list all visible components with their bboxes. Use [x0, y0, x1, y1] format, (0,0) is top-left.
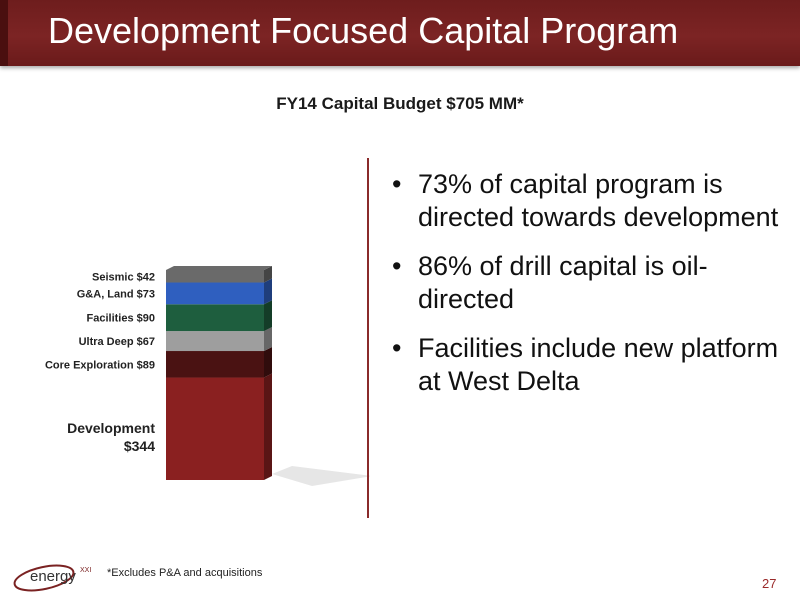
bullet-text: 86% of drill capital is oil-directed [418, 251, 708, 314]
bullet-text: 73% of capital program is directed towar… [418, 169, 779, 232]
footnote: *Excludes P&A and acquisitions [107, 567, 263, 579]
data-label-development: Development [67, 420, 155, 436]
page-number: 27 [762, 576, 777, 591]
bar-segment-seismic [166, 270, 264, 283]
bullet-dot-icon: • [392, 169, 402, 199]
bullet-text: Facilities include new platform at West … [418, 333, 779, 396]
header-accent [0, 0, 8, 66]
bar-segment-side-core-exploration [264, 347, 272, 378]
bullet-item: • 86% of drill capital is oil-directed [388, 250, 788, 316]
data-label-g-a-land: G&A, Land $73 [77, 288, 155, 300]
slide-header: Development Focused Capital Program [0, 0, 800, 66]
bar-segment-ultra-deep [166, 331, 264, 352]
bar-segment-side-development [264, 373, 272, 480]
data-label-facilities: Facilities $90 [87, 313, 156, 325]
page-title: Development Focused Capital Program [48, 10, 679, 51]
bar-segment-side-seismic [264, 266, 272, 283]
bullet-dot-icon: • [392, 251, 402, 281]
bar-segment-g-a-land [166, 282, 264, 305]
data-label-ultra-deep: Ultra Deep $67 [79, 336, 155, 348]
bar-segment-side-g-a-land [264, 278, 272, 305]
chart-title: FY14 Capital Budget $705 MM* [276, 94, 524, 113]
data-label-value-development: $344 [124, 438, 155, 454]
bar-segment-core-exploration [166, 351, 264, 378]
company-logo: energy XXI [10, 560, 105, 599]
bullet-item: • 73% of capital program is directed towa… [388, 168, 788, 234]
bullet-list: • 73% of capital program is directed towa… [388, 168, 788, 414]
vertical-divider [367, 158, 369, 518]
logo-text: energy [30, 568, 76, 585]
bar-segment-facilities [166, 304, 264, 332]
logo-superscript: XXI [80, 567, 91, 574]
bar-top-cap [166, 266, 272, 270]
bar-shadow [272, 466, 370, 486]
data-label-seismic: Seismic $42 [92, 271, 155, 283]
bullet-dot-icon: • [392, 333, 402, 363]
stacked-bar-chart: Development $344 Core Exploration $89 Ultra… [45, 266, 370, 486]
bullet-item: • Facilities include new platform at West… [388, 332, 788, 398]
bar-segment-development [166, 377, 264, 480]
bar-segment-side-ultra-deep [264, 327, 272, 352]
bar-segment-side-facilities [264, 300, 272, 332]
data-label-core-exploration: Core Exploration $89 [45, 359, 155, 371]
